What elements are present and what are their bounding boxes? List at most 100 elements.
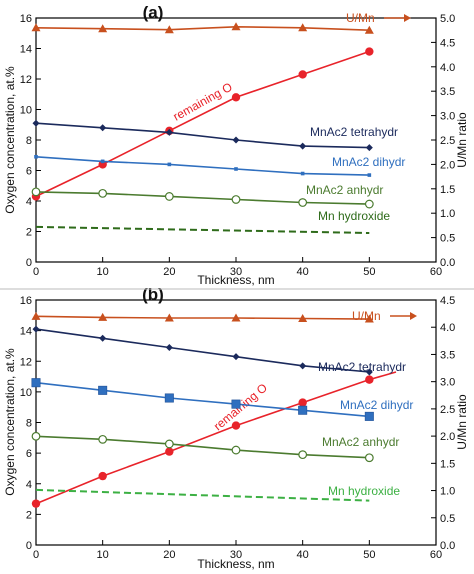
panel-label: (b) [142, 285, 164, 304]
series-mn-hydroxide: Mn hydroxide [35, 484, 400, 502]
series-mnac2-anhydr: MnAc2 anhydr [31, 183, 383, 209]
x-tick-label: 50 [363, 549, 375, 561]
data-point [298, 70, 307, 79]
y-tick-label: 6 [26, 448, 32, 460]
y-tick-label: 0 [26, 257, 32, 269]
series-mnac2-dihydr: MnAc2 dihydr [34, 154, 405, 177]
data-point [167, 162, 172, 167]
data-point [32, 325, 40, 333]
y-tick-label: 8 [26, 418, 32, 430]
x-tick-label: 30 [230, 549, 242, 561]
data-point [364, 199, 374, 209]
series-u-mn: U/Mn [31, 309, 417, 323]
x-tick-label: 40 [297, 266, 309, 278]
series-label: MnAc2 anhydr [306, 183, 383, 197]
y2-tick-label: 2.0 [440, 159, 455, 171]
y-tick-label: 16 [20, 13, 32, 25]
x-axis-title: Thickness, nm [197, 273, 274, 287]
y2-tick-label: 3.0 [440, 111, 455, 123]
y-tick-label: 14 [20, 44, 32, 56]
y-tick-label: 16 [20, 295, 32, 307]
data-point [99, 124, 107, 132]
data-point [32, 119, 40, 127]
data-point [98, 385, 108, 395]
data-point [31, 431, 41, 441]
x-tick-label: 20 [163, 266, 175, 278]
panel-label: (a) [143, 3, 164, 22]
series-line [35, 435, 370, 459]
x-tick-label: 20 [163, 549, 175, 561]
y2-tick-label: 5.0 [440, 13, 455, 25]
x-tick-label: 60 [430, 549, 442, 561]
series-label: Mn hydroxide [328, 484, 400, 498]
data-point [231, 421, 241, 430]
y2-tick-label: 0.0 [440, 540, 455, 552]
y-axis-title: Oxygen concentration, at.% [3, 348, 17, 496]
series-line [35, 156, 370, 176]
series-line [35, 315, 370, 320]
data-point [165, 447, 174, 456]
y2-tick-label: 4.5 [440, 37, 455, 49]
series-line [35, 191, 370, 205]
arrow-head [410, 312, 417, 320]
data-point [299, 362, 307, 370]
y-tick-label: 14 [20, 326, 32, 338]
series-u-mn: U/Mn [31, 11, 411, 34]
series-mnac2-dihydr: MnAc2 dihydr [31, 378, 413, 421]
x-tick-label: 0 [33, 266, 39, 278]
data-point [298, 450, 308, 460]
y2-axis-title: U/Mn ratio [455, 112, 469, 168]
y-tick-label: 0 [26, 540, 32, 552]
y2-tick-label: 1.5 [440, 458, 455, 470]
data-point [364, 314, 374, 323]
y2-tick-label: 3.0 [440, 377, 455, 389]
data-point [31, 311, 41, 320]
data-point [164, 313, 174, 322]
x-tick-label: 50 [363, 266, 375, 278]
y2-tick-label: 2.5 [440, 135, 455, 147]
x-tick-label: 40 [297, 549, 309, 561]
data-point [164, 393, 174, 403]
y2-tick-label: 3.5 [440, 86, 455, 98]
y2-tick-label: 0.5 [440, 513, 455, 525]
data-point [234, 167, 238, 171]
data-point [231, 22, 241, 31]
data-point [365, 368, 373, 376]
y2-tick-label: 4.5 [440, 295, 455, 307]
arrow-head [404, 14, 411, 22]
series-mnac2-anhydr: MnAc2 anhydr [31, 431, 399, 463]
data-point [364, 453, 374, 463]
data-point [31, 23, 41, 32]
y-tick-label: 10 [20, 387, 32, 399]
y2-tick-label: 1.0 [440, 208, 455, 220]
series-label: MnAc2 dihydr [332, 155, 405, 169]
data-point [34, 154, 38, 159]
series-line [35, 381, 370, 418]
data-point [98, 24, 108, 33]
data-point [231, 313, 241, 322]
data-point [232, 136, 240, 144]
series-label: U/Mn [352, 309, 381, 323]
series-label: remaining O [171, 80, 235, 124]
chart-panel-1: 0 10 20 30 40 50 60 0 2 4 6 8 10 12 14 16 0.0 0.5 1.0 1.5 2.… [3, 3, 469, 287]
data-point [364, 411, 374, 421]
data-point [164, 25, 174, 34]
y-tick-label: 10 [20, 105, 32, 117]
y-tick-label: 2 [26, 509, 32, 521]
data-point [165, 128, 173, 136]
y-tick-label: 6 [26, 166, 32, 178]
y-tick-label: 2 [26, 227, 32, 239]
data-point [231, 195, 241, 204]
y-tick-label: 4 [26, 196, 32, 208]
data-point [98, 188, 108, 198]
data-point [98, 471, 107, 481]
y2-tick-label: 2.5 [440, 404, 455, 416]
y-tick-label: 12 [20, 356, 32, 368]
series-mn-hydroxide: Mn hydroxide [35, 209, 390, 234]
series-mnac2-tetrahydr: MnAc2 tetrahydr [32, 119, 398, 152]
y2-tick-label: 4.0 [440, 322, 455, 334]
data-point [231, 399, 241, 409]
y2-tick-label: 3.5 [440, 349, 455, 361]
series-label: MnAc2 anhydr [322, 435, 399, 449]
y2-tick-label: 0.5 [440, 233, 455, 245]
